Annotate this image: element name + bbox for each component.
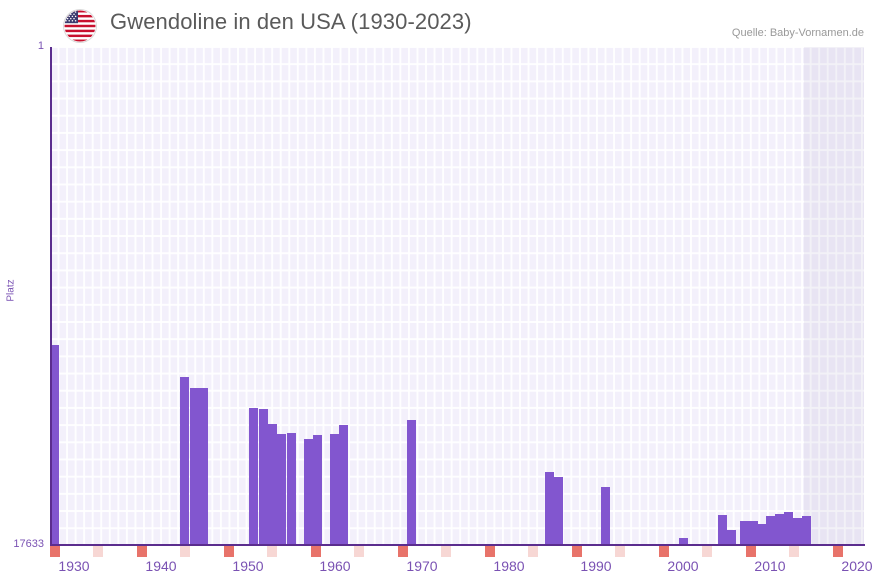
x-axis-tick-strip <box>50 546 864 557</box>
bar-2015[interactable] <box>758 524 767 545</box>
x-axis-label-1990: 1990 <box>580 558 612 574</box>
x-tick-mark <box>528 546 538 557</box>
us-flag-icon <box>64 10 96 42</box>
bar-1953[interactable] <box>249 408 258 545</box>
bar-2019[interactable] <box>793 518 802 545</box>
bar-2011[interactable] <box>718 515 727 545</box>
x-axis-label-1960: 1960 <box>319 558 351 574</box>
bar-1960[interactable] <box>313 435 322 545</box>
x-tick-mark <box>398 546 408 557</box>
x-tick-mark <box>267 546 277 557</box>
chart-header: Gwendoline in den USA (1930-2023) Quelle… <box>0 0 873 47</box>
bar-1956[interactable] <box>277 434 286 545</box>
bar-1946[interactable] <box>190 388 199 545</box>
source-credit: Quelle: Baby-Vornamen.de <box>731 27 864 39</box>
bar-2014[interactable] <box>749 521 758 545</box>
bar-1955[interactable] <box>268 424 277 545</box>
x-tick-mark <box>93 546 103 557</box>
bar-1959[interactable] <box>304 439 313 545</box>
x-tick-mark <box>180 546 190 557</box>
bar-2018[interactable] <box>784 512 793 545</box>
x-tick-mark <box>572 546 582 557</box>
bar-1945[interactable] <box>180 377 189 545</box>
page-title: Gwendoline in den USA (1930-2023) <box>110 9 472 34</box>
x-tick-mark <box>746 546 756 557</box>
x-axis-label-1970: 1970 <box>406 558 438 574</box>
x-tick-mark <box>485 546 495 557</box>
x-axis-line <box>50 544 865 546</box>
x-axis-label-2010: 2010 <box>754 558 786 574</box>
y-axis-top-label: 1 <box>37 40 44 52</box>
x-axis-label-1940: 1940 <box>145 558 177 574</box>
y-axis-bottom-label: 17633 <box>13 538 44 550</box>
bar-2016[interactable] <box>766 516 775 545</box>
y-axis-title: Platz <box>5 279 17 302</box>
x-tick-mark <box>615 546 625 557</box>
x-axis-label-2000: 2000 <box>667 558 699 574</box>
bar-2013[interactable] <box>740 521 749 545</box>
x-tick-mark <box>833 546 843 557</box>
x-tick-mark <box>137 546 147 557</box>
bar-2017[interactable] <box>775 514 784 545</box>
x-tick-mark <box>354 546 364 557</box>
bar-1989[interactable] <box>545 472 554 545</box>
x-tick-mark <box>789 546 799 557</box>
x-axis-label-1950: 1950 <box>232 558 264 574</box>
x-tick-mark <box>50 546 60 557</box>
bar-1963[interactable] <box>339 425 348 545</box>
bar-1930[interactable] <box>50 345 59 545</box>
x-tick-mark <box>311 546 321 557</box>
x-tick-mark <box>441 546 451 557</box>
x-tick-mark <box>224 546 234 557</box>
bar-1957[interactable] <box>287 433 296 545</box>
x-axis-label-1980: 1980 <box>493 558 525 574</box>
bar-2012[interactable] <box>727 530 736 545</box>
bar-1990[interactable] <box>554 477 563 545</box>
grid-lines <box>50 47 864 545</box>
y-axis-line <box>50 47 52 546</box>
x-axis-label-1930: 1930 <box>58 558 90 574</box>
x-tick-mark <box>702 546 712 557</box>
chart-plot-area <box>50 47 864 545</box>
bar-1962[interactable] <box>330 434 339 545</box>
bar-1972[interactable] <box>407 420 416 545</box>
x-axis-label-2020: 2020 <box>841 558 873 574</box>
bar-2006[interactable] <box>679 538 688 545</box>
x-axis-labels: 1930 1940 1950 1960 1970 1980 1990 2000 2010 2020 <box>0 558 873 583</box>
x-tick-mark <box>659 546 669 557</box>
bar-1954[interactable] <box>259 409 268 545</box>
bar-2020[interactable] <box>802 516 811 545</box>
bar-1997[interactable] <box>601 487 610 545</box>
bar-1947[interactable] <box>199 388 208 545</box>
